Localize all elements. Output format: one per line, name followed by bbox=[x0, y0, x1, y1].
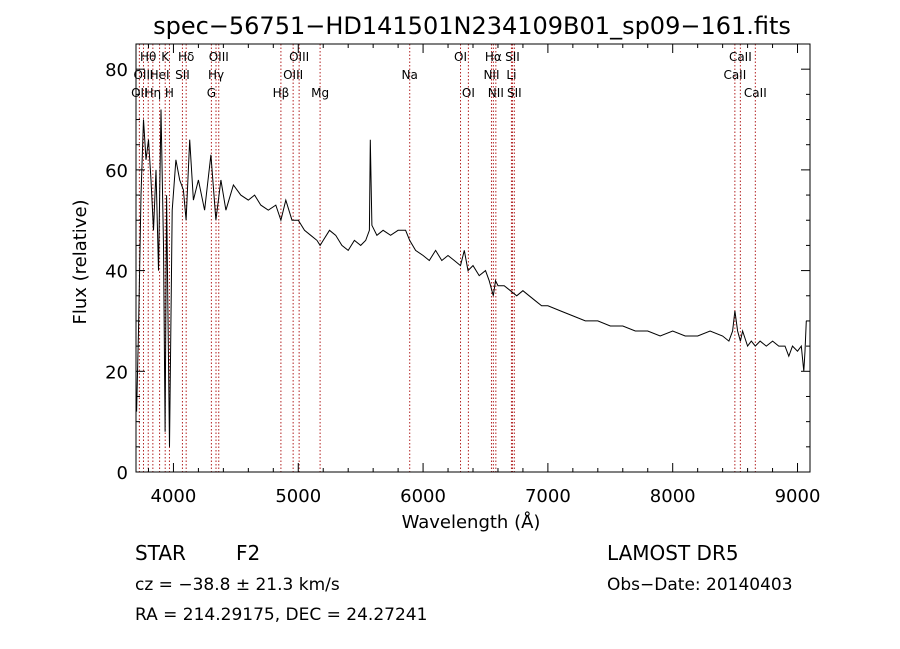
line-marker-label: Hγ bbox=[208, 68, 224, 82]
line-marker-label: OI bbox=[462, 86, 475, 100]
line-marker-label: OIII bbox=[283, 68, 303, 82]
line-marker-label: SII bbox=[505, 50, 520, 64]
line-marker-label: OIII bbox=[289, 50, 309, 64]
x-tick-label: 7000 bbox=[525, 486, 571, 507]
line-marker-label: Hδ bbox=[178, 50, 194, 64]
line-marker-label: CaII bbox=[744, 86, 767, 100]
line-marker-label: HeI bbox=[150, 68, 170, 82]
x-tick-label: 5000 bbox=[275, 486, 321, 507]
x-tick-label: 8000 bbox=[650, 486, 696, 507]
line-marker-label: Hθ bbox=[140, 50, 156, 64]
y-tick-label: 80 bbox=[105, 60, 128, 81]
line-marker-label: Hη bbox=[145, 86, 162, 100]
line-markers bbox=[138, 44, 756, 472]
line-marker-label: Na bbox=[402, 68, 418, 82]
line-marker-label: NII bbox=[483, 68, 499, 82]
coordinates-text: RA = 214.29175, DEC = 24.27241 bbox=[135, 605, 427, 625]
x-tick-label: 9000 bbox=[775, 486, 821, 507]
y-tick-label: 40 bbox=[105, 262, 128, 283]
x-tick-label: 6000 bbox=[400, 486, 446, 507]
line-marker-label: SII bbox=[175, 68, 190, 82]
object-class-label: STAR bbox=[135, 541, 186, 565]
line-marker-label: Hα bbox=[485, 50, 502, 64]
line-marker-label: NII bbox=[488, 86, 504, 100]
chart-title: spec−56751−HD141501N234109B01_sp09−161.f… bbox=[153, 12, 791, 40]
line-marker-label: OI bbox=[454, 50, 467, 64]
line-marker-label: OII bbox=[131, 86, 148, 100]
y-axis-ticks: 0 20 40 60 80 bbox=[105, 60, 810, 484]
line-marker-label: Hβ bbox=[273, 86, 290, 100]
line-marker-label: G bbox=[207, 86, 216, 100]
x-axis-ticks: 4000 5000 6000 7000 8000 9000 bbox=[147, 44, 821, 507]
y-tick-label: 20 bbox=[105, 362, 128, 383]
line-marker-label: H bbox=[165, 86, 174, 100]
obs-date-text: Obs−Date: 20140403 bbox=[607, 575, 793, 595]
line-marker-label: Li bbox=[506, 68, 516, 82]
line-marker-label: OIII bbox=[133, 68, 153, 82]
redshift-text: cz = −38.8 ± 21.3 km/s bbox=[135, 575, 340, 595]
line-marker-labels: OIIOIIIHθHηHeIKHSIIHδGHγOIIIHβOIIIOIIIMg… bbox=[131, 50, 767, 100]
y-tick-label: 0 bbox=[117, 463, 128, 484]
line-marker-label: SII bbox=[507, 86, 522, 100]
line-marker-label: CaII bbox=[723, 68, 746, 82]
y-axis-label: Flux (relative) bbox=[70, 199, 91, 324]
y-tick-label: 60 bbox=[105, 161, 128, 182]
plot-frame bbox=[135, 43, 811, 473]
line-marker-label: K bbox=[161, 50, 170, 64]
x-axis-label: Wavelength (Å) bbox=[402, 511, 541, 533]
subclass-label: F2 bbox=[236, 541, 260, 565]
x-tick-label: 4000 bbox=[151, 486, 197, 507]
survey-label: LAMOST DR5 bbox=[607, 541, 739, 565]
line-marker-label: CaII bbox=[729, 50, 752, 64]
spectrum-line bbox=[136, 109, 807, 447]
line-marker-label: Mg bbox=[311, 86, 329, 100]
line-marker-label: OIII bbox=[209, 50, 229, 64]
